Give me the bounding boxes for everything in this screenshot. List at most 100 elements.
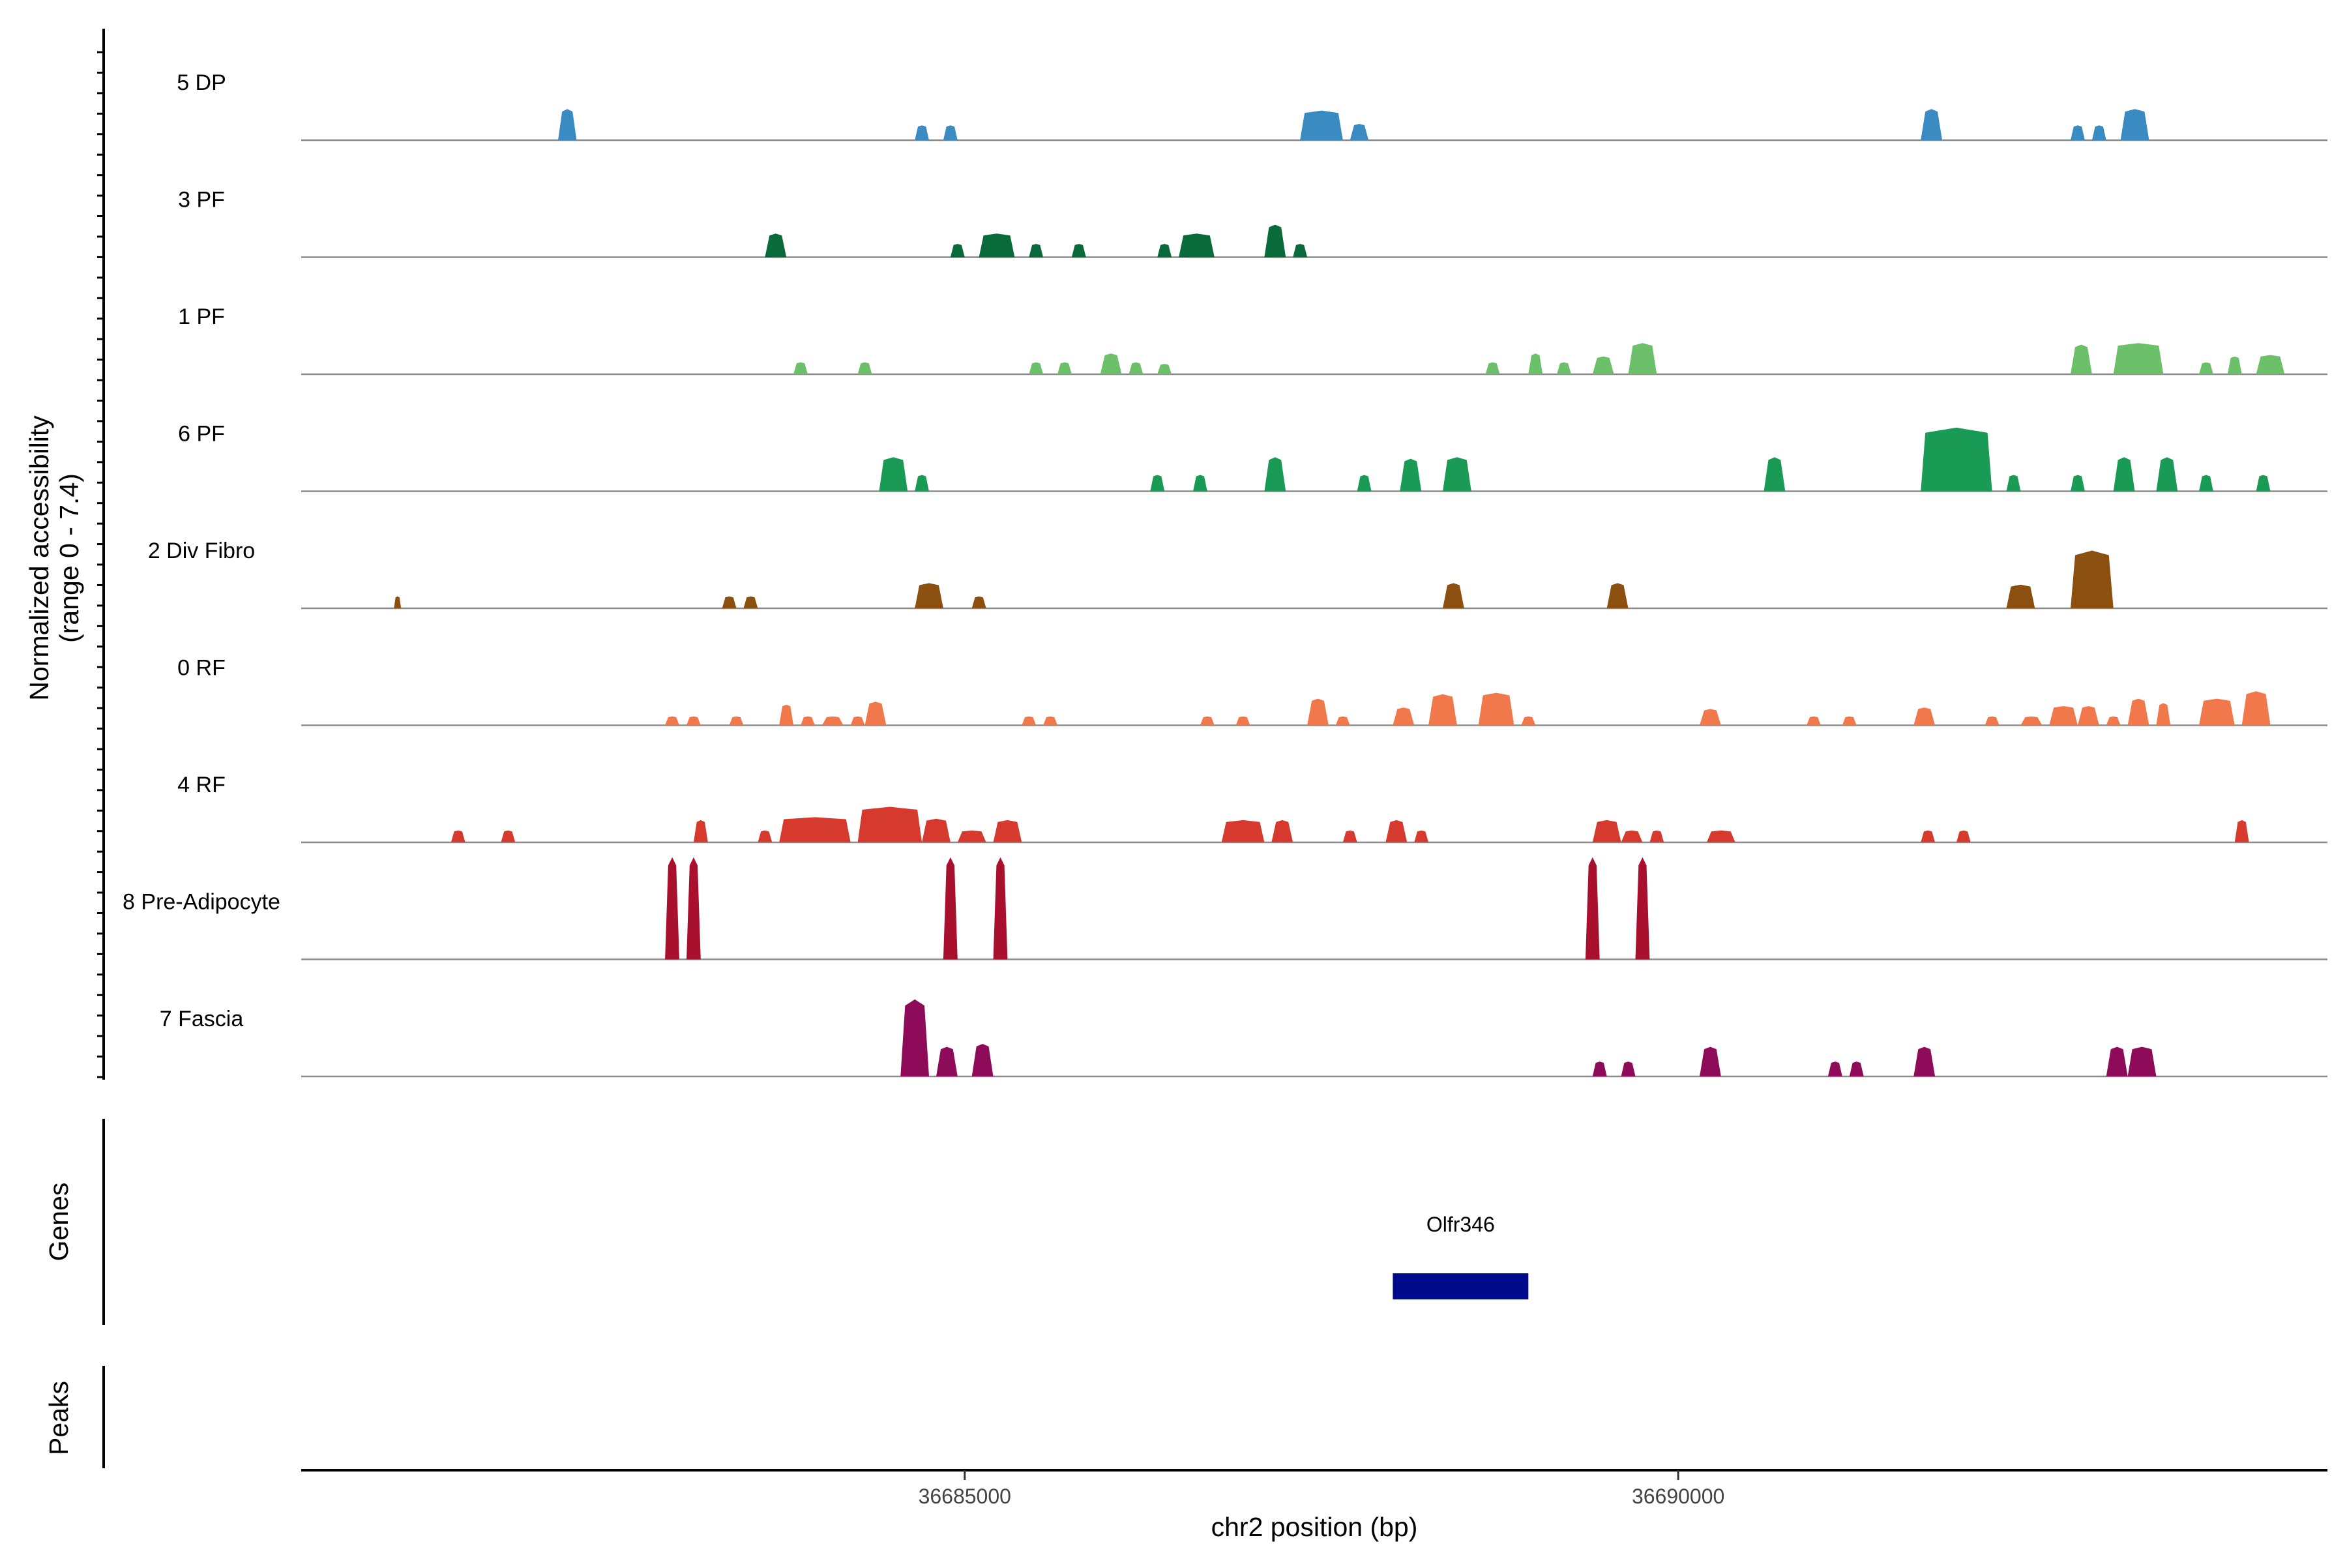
coverage-peak bbox=[2071, 125, 2085, 140]
track-6-pf: 6 PF bbox=[178, 422, 2327, 492]
coverage-peak bbox=[850, 716, 865, 726]
coverage-peak bbox=[950, 244, 965, 258]
coverage-peak bbox=[2127, 698, 2149, 726]
coverage-peak bbox=[1956, 830, 1971, 842]
coverage-peak bbox=[743, 596, 758, 608]
coverage-peak bbox=[2234, 820, 2249, 842]
coverage-peak bbox=[1071, 244, 1086, 258]
coverage-peak bbox=[1827, 1061, 1842, 1076]
track-label: 7 Fascia bbox=[160, 1007, 244, 1031]
coverage-peak bbox=[1921, 109, 1942, 140]
coverage-peak bbox=[900, 999, 929, 1076]
coverage-peak bbox=[1985, 716, 2000, 726]
coverage-peak bbox=[2006, 584, 2035, 608]
coverage-peak bbox=[686, 716, 701, 726]
track-0-rf: 0 RF bbox=[177, 656, 2327, 726]
coverage-peak bbox=[665, 716, 679, 726]
coverage-peak bbox=[1443, 583, 1464, 608]
genes-panel-label: Genes bbox=[44, 1183, 74, 1262]
coverage-peak bbox=[1592, 356, 1614, 374]
coverage-peak bbox=[1293, 244, 1308, 258]
coverage-peak bbox=[993, 857, 1008, 960]
coverage-peak bbox=[2106, 1046, 2128, 1076]
coverage-peak bbox=[993, 820, 1022, 842]
coverage-peak bbox=[2113, 343, 2164, 374]
coverage-peak bbox=[801, 716, 815, 726]
coverage-y-axis bbox=[97, 29, 105, 1080]
coverage-peak bbox=[1592, 1061, 1607, 1076]
coverage-peak bbox=[1029, 244, 1044, 258]
coverage-peak bbox=[1129, 362, 1144, 374]
track-2-div-fibro: 2 Div Fibro bbox=[148, 539, 2327, 610]
coverage-peak bbox=[2241, 691, 2271, 726]
x-ticks-group: 36685000 36690000 bbox=[919, 1470, 1724, 1508]
coverage-peak bbox=[2156, 703, 2171, 726]
coverage-peak bbox=[1428, 694, 1457, 726]
coverage-peak bbox=[2227, 356, 2242, 374]
coverage-peak bbox=[957, 830, 986, 842]
coverage-peak bbox=[2199, 475, 2213, 492]
coverage-peak bbox=[450, 830, 465, 842]
coverage-peak bbox=[1585, 857, 1600, 960]
coverage-peak bbox=[1385, 820, 1408, 842]
genes-group: Olfr346 bbox=[1393, 1213, 1529, 1299]
track-label: 1 PF bbox=[178, 304, 225, 329]
coverage-peak bbox=[1043, 716, 1057, 726]
coverage-peak bbox=[1350, 124, 1369, 140]
coverage-peak bbox=[394, 596, 402, 608]
coverage-peak bbox=[2091, 125, 2106, 140]
coverage-peak bbox=[1606, 583, 1629, 608]
coverage-peak bbox=[1342, 830, 1357, 842]
coverage-peak bbox=[1764, 457, 1786, 492]
track-label: 0 RF bbox=[177, 656, 226, 681]
coverage-peak bbox=[879, 457, 908, 492]
coverage-peak bbox=[1700, 709, 1721, 726]
coverage-peak bbox=[1357, 475, 1372, 492]
coverage-peak bbox=[686, 857, 701, 960]
coverage-peak bbox=[1913, 707, 1936, 726]
coverage-peak bbox=[693, 820, 708, 842]
coverage-peak bbox=[971, 596, 986, 608]
coverage-peak bbox=[1528, 353, 1543, 374]
coverage-peak bbox=[1264, 224, 1286, 258]
coverage-peak bbox=[1400, 458, 1422, 492]
x-tick-label: 36685000 bbox=[919, 1485, 1011, 1508]
coverage-peak bbox=[1022, 716, 1037, 726]
coverage-peak bbox=[1100, 353, 1122, 374]
track-label: 8 Pre-Adipocyte bbox=[123, 890, 280, 915]
coverage-peak bbox=[722, 596, 737, 608]
coverage-peak bbox=[1200, 716, 1215, 726]
track-3-pf: 3 PF bbox=[178, 188, 2327, 258]
coverage-peak bbox=[1235, 716, 1250, 726]
y-axis-label-line2: (range 0 - 7.4) bbox=[54, 473, 84, 643]
coverage-peak bbox=[1649, 830, 1664, 842]
coverage-peak bbox=[2071, 550, 2114, 608]
coverage-peak bbox=[779, 817, 851, 842]
coverage-peak bbox=[1557, 362, 1571, 374]
coverage-peak bbox=[1485, 362, 1500, 374]
track-5-dp: 5 DP bbox=[177, 70, 2327, 141]
coverage-peak bbox=[943, 857, 958, 960]
y-axis-label-line1: Normalized accessibility bbox=[24, 415, 54, 701]
track-4-rf: 4 RF bbox=[177, 773, 2327, 844]
track-1-pf: 1 PF bbox=[178, 304, 2327, 376]
coverage-peak bbox=[2006, 475, 2021, 492]
coverage-peak bbox=[1057, 362, 1072, 374]
coverage-peak bbox=[779, 704, 794, 726]
coverage-peak bbox=[2020, 716, 2043, 726]
coverage-peak bbox=[2156, 457, 2178, 492]
coverage-peak bbox=[1913, 1046, 1936, 1076]
coverage-peak bbox=[864, 702, 887, 726]
track-7-fascia: 7 Fascia bbox=[160, 999, 2327, 1078]
coverage-peak bbox=[1193, 475, 1207, 492]
coverage-peak bbox=[1271, 820, 1293, 842]
coverage-peak bbox=[1592, 820, 1621, 842]
coverage-peak bbox=[915, 583, 943, 608]
coverage-peak bbox=[1300, 110, 1343, 140]
coverage-peak bbox=[857, 362, 872, 374]
coverage-peak bbox=[1157, 364, 1172, 374]
coverage-peak bbox=[1393, 707, 1415, 726]
coverage-peak bbox=[2113, 457, 2135, 492]
x-axis-label: chr2 position (bp) bbox=[1211, 1512, 1418, 1542]
